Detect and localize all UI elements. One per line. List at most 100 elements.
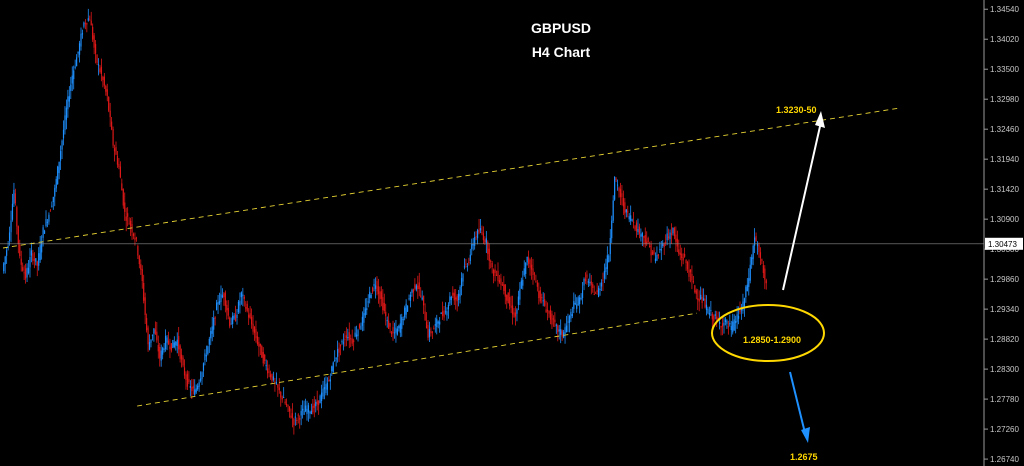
candle-body — [329, 379, 331, 382]
candle-body — [147, 327, 149, 345]
candle-body — [517, 296, 520, 305]
candle-body — [243, 296, 245, 299]
candle-body — [84, 23, 86, 25]
candle-body — [481, 231, 483, 234]
candle-body — [739, 309, 741, 313]
candle-body — [520, 280, 522, 289]
candle-body — [682, 257, 684, 261]
candle-body — [425, 321, 428, 329]
current-price-label: 1.30473 — [988, 240, 1017, 249]
candle-body — [259, 343, 261, 347]
candle-body — [262, 351, 264, 364]
candle-body — [393, 332, 396, 334]
candle-body — [541, 297, 543, 299]
candle-body — [436, 318, 438, 328]
target-label-lower: 1.2675 — [790, 452, 818, 462]
candle-body — [646, 241, 648, 245]
candle-body — [491, 262, 493, 268]
candle-body — [574, 303, 576, 305]
candle-body — [163, 348, 165, 351]
candle-body — [358, 324, 361, 328]
candle-body — [300, 410, 302, 416]
candle-body — [433, 328, 435, 330]
candle-body — [211, 326, 213, 334]
candle-body — [421, 297, 423, 300]
candle-body — [242, 294, 244, 297]
candle-body — [409, 294, 412, 301]
candle-body — [466, 265, 468, 267]
candle-body — [134, 237, 136, 241]
candle-body — [268, 371, 270, 373]
candle-body — [441, 311, 444, 316]
candle-body — [651, 251, 654, 255]
candle-body — [302, 408, 304, 411]
candle-body — [462, 274, 464, 282]
candle-body — [743, 298, 746, 308]
bearish-arrow-head — [801, 427, 810, 443]
candle-body — [280, 391, 282, 398]
candle-body — [465, 263, 467, 265]
candle-body — [380, 291, 382, 299]
candle-body — [27, 267, 30, 274]
candle-body — [691, 274, 693, 281]
candle-body — [181, 354, 183, 360]
candle-body — [529, 259, 531, 268]
price-tick-label: 1.31940 — [990, 155, 1019, 164]
candle-body — [490, 260, 492, 262]
candle-body — [765, 280, 767, 284]
candle-body — [166, 337, 168, 343]
price-axis: 1.34540 1.34020 1.33500 1.32980 1.32460 1.319… — [983, 0, 1023, 466]
candle-body — [386, 320, 388, 322]
candle-body — [748, 278, 750, 287]
candle-body — [182, 357, 184, 366]
candle-body — [128, 223, 130, 225]
candle-body — [711, 313, 713, 320]
candle-body — [351, 338, 353, 344]
candle-body — [220, 293, 222, 302]
candle-body — [424, 311, 426, 321]
candle-body — [290, 415, 292, 418]
candle-body — [532, 268, 534, 275]
candle-body — [564, 327, 566, 334]
candle-body — [571, 314, 573, 317]
candle-body — [3, 263, 5, 272]
candle-body — [756, 244, 759, 246]
candle-body — [723, 322, 725, 326]
candle-body — [511, 305, 514, 315]
candle-body — [449, 296, 451, 304]
candle-body — [649, 246, 651, 248]
candle-body — [472, 244, 474, 246]
candle-body — [373, 283, 375, 286]
candle-body — [194, 389, 196, 395]
candle-body — [250, 316, 253, 325]
candle-body — [309, 412, 311, 414]
candle-body — [71, 75, 73, 84]
candle-body — [685, 260, 687, 264]
candle-body — [213, 318, 215, 330]
candle-body — [284, 401, 286, 404]
candle-body — [278, 387, 280, 391]
candle-body — [255, 329, 257, 339]
candle-body — [73, 70, 75, 80]
candle-body — [122, 189, 124, 206]
candle-body — [621, 193, 623, 198]
candle-body — [248, 314, 250, 318]
candle-body — [382, 297, 384, 311]
candle-body — [127, 213, 129, 217]
candle-body — [223, 293, 225, 298]
candle-body — [487, 241, 489, 254]
candle-body — [455, 297, 457, 300]
candle-body — [245, 307, 247, 309]
candle-body — [643, 236, 645, 238]
candle-body — [735, 321, 737, 323]
candle-body — [510, 305, 512, 308]
candle-body — [132, 233, 135, 236]
candle-body — [316, 400, 318, 405]
candle-body — [418, 282, 420, 289]
candle-body — [714, 314, 716, 316]
candle-body — [186, 373, 189, 387]
candle-body — [656, 255, 658, 261]
candle-body — [535, 281, 537, 283]
candle-body — [119, 166, 121, 178]
